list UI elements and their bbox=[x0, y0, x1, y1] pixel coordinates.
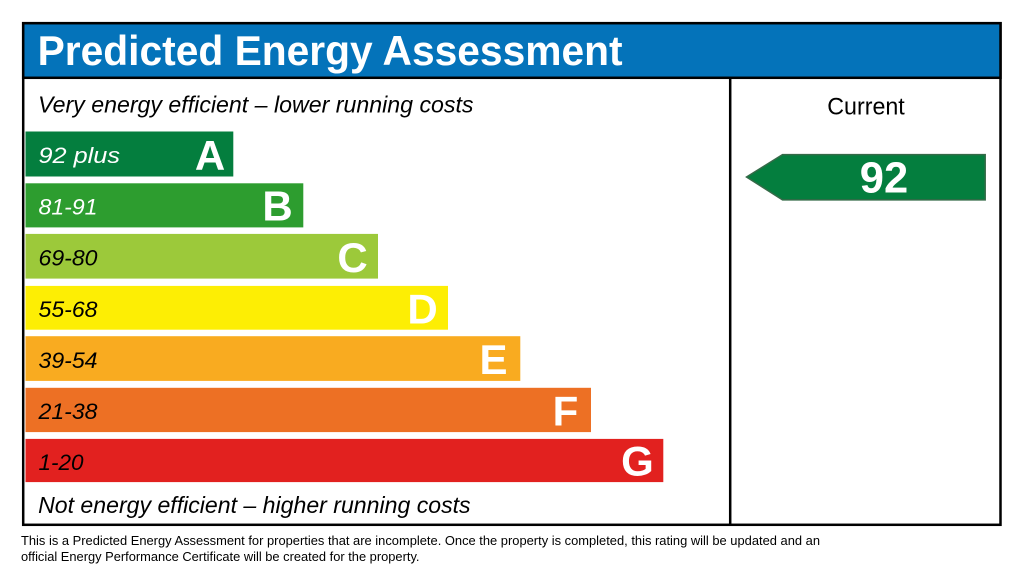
svg-text:E: E bbox=[479, 336, 507, 383]
svg-text:Very energy efficient – lower: Very energy efficient – lower running co… bbox=[38, 92, 474, 118]
svg-text:C: C bbox=[337, 234, 367, 281]
svg-text:D: D bbox=[407, 285, 437, 332]
svg-text:1-20: 1-20 bbox=[39, 450, 84, 475]
svg-text:Predicted Energy Assessment: Predicted Energy Assessment bbox=[38, 27, 623, 74]
svg-text:G: G bbox=[621, 437, 654, 484]
svg-text:Current: Current bbox=[827, 94, 905, 121]
svg-text:55-68: 55-68 bbox=[39, 297, 98, 322]
svg-text:21-38: 21-38 bbox=[37, 399, 98, 424]
svg-text:This is a Predicted Energy Ass: This is a Predicted Energy Assessment fo… bbox=[21, 534, 820, 548]
svg-text:81-91: 81-91 bbox=[39, 195, 98, 220]
svg-text:92: 92 bbox=[860, 154, 908, 202]
svg-text:69-80: 69-80 bbox=[39, 246, 98, 271]
svg-text:39-54: 39-54 bbox=[39, 348, 98, 373]
svg-text:A: A bbox=[195, 132, 225, 179]
svg-text:92 plus: 92 plus bbox=[39, 143, 121, 168]
svg-text:B: B bbox=[262, 183, 292, 230]
svg-text:Not energy efficient – higher: Not energy efficient – higher running co… bbox=[38, 492, 471, 518]
svg-text:official Energy Performance Ce: official Energy Performance Certificate … bbox=[21, 550, 420, 564]
svg-text:F: F bbox=[553, 388, 579, 435]
